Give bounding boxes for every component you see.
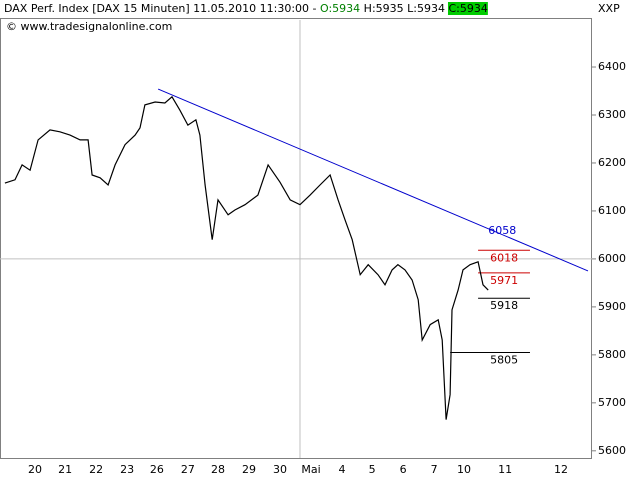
x-tick-label: 23 xyxy=(120,463,134,476)
x-tick-label: Mai xyxy=(301,463,320,476)
symbol: XXP xyxy=(598,2,620,15)
header-box xyxy=(447,2,488,15)
level-label: 6018 xyxy=(490,251,518,264)
header-part: O:5934 xyxy=(320,2,360,15)
x-tick-label: 22 xyxy=(89,463,103,476)
y-tick-label: 6100 xyxy=(598,204,626,217)
trend-line xyxy=(157,88,589,272)
x-tick-label: 10 xyxy=(457,463,471,476)
x-tick-label: 29 xyxy=(242,463,256,476)
y-tick-label: 6400 xyxy=(598,60,626,73)
y-tick-label: 6300 xyxy=(598,108,626,121)
price-line xyxy=(4,95,489,420)
x-tick-label: 20 xyxy=(28,463,42,476)
y-tick-label: 6200 xyxy=(598,156,626,169)
x-tick-label: 5 xyxy=(369,463,376,476)
x-tick-label: 27 xyxy=(181,463,195,476)
y-tick-label: 5800 xyxy=(598,348,626,361)
x-tick-label: 30 xyxy=(273,463,287,476)
header-part: H:5935 xyxy=(360,2,403,15)
level-label: 5971 xyxy=(490,274,518,287)
x-tick-label: 7 xyxy=(431,463,438,476)
header-part: DAX Perf. Index [DAX 15 Minuten] 11.05.2… xyxy=(4,2,320,15)
x-tick-label: 21 xyxy=(58,463,72,476)
x-tick-label: 28 xyxy=(211,463,225,476)
level-label: 5805 xyxy=(490,353,518,366)
header-part: L:5934 xyxy=(404,2,445,15)
plot-frame xyxy=(0,18,592,459)
header: DAX Perf. Index [DAX 15 Minuten] 11.05.2… xyxy=(4,2,488,15)
trend-label: 6058 xyxy=(488,224,516,237)
x-tick-label: 6 xyxy=(400,463,407,476)
y-tick-label: 5900 xyxy=(598,300,626,313)
y-tick-label: 5600 xyxy=(598,444,626,457)
x-tick-label: 4 xyxy=(339,463,346,476)
x-tick-label: 26 xyxy=(150,463,164,476)
y-tick-label: 5700 xyxy=(598,396,626,409)
credit: © www.tradesignalonline.com xyxy=(6,20,172,33)
level-label: 5918 xyxy=(490,299,518,312)
x-tick-label: 12 xyxy=(554,463,568,476)
header-part: C:5934 xyxy=(445,2,488,15)
x-tick-label: 11 xyxy=(498,463,512,476)
y-tick-label: 6000 xyxy=(598,252,626,265)
